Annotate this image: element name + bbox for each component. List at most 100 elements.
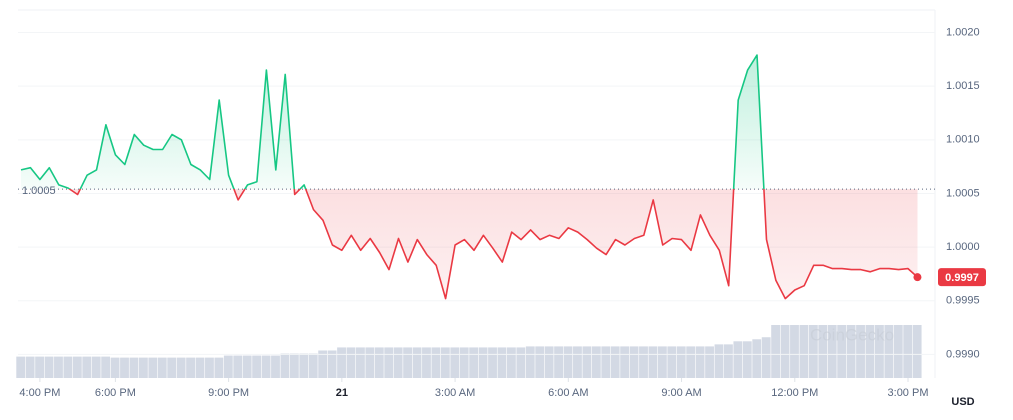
volume-bar <box>818 325 828 378</box>
volume-bar <box>799 325 809 378</box>
volume-bar <box>695 346 705 378</box>
volume-bar <box>837 325 847 378</box>
volume-bar <box>16 356 26 378</box>
volume-bar <box>639 346 648 378</box>
volume-bar <box>610 346 620 378</box>
volume-bar <box>422 347 431 378</box>
y-tick-label: 1.0015 <box>946 80 980 92</box>
watermark: CoinGecko <box>810 325 894 344</box>
volume-bar <box>714 344 724 378</box>
volume-bar <box>544 346 554 378</box>
volume-bar <box>771 325 781 378</box>
currency-label: USD <box>951 396 974 408</box>
y-tick-label: 1.0010 <box>946 134 980 146</box>
price-badge-label: 0.9997 <box>945 272 979 284</box>
volume-bar <box>903 325 913 378</box>
x-tick-label: 3:00 PM <box>888 387 929 399</box>
volume-bar <box>686 346 696 378</box>
y-tick-label: 0.9990 <box>946 348 980 360</box>
volume-bar <box>676 346 686 378</box>
volume-bar <box>72 356 82 378</box>
baseline-label: 1.0005 <box>22 185 56 197</box>
volume-bar <box>384 347 394 378</box>
volume-bar <box>138 357 148 378</box>
volume-bar <box>648 346 658 378</box>
volume-bar <box>393 347 403 378</box>
volume-bar <box>591 346 601 378</box>
volume-bar <box>242 355 252 378</box>
volume-bar <box>629 346 639 378</box>
volume-bar <box>91 356 101 378</box>
volume-bar <box>459 347 469 378</box>
volume-bar <box>893 325 903 378</box>
x-tick-label: 4:00 PM <box>19 387 60 399</box>
price-badge <box>938 268 986 287</box>
volume-bar <box>742 341 752 378</box>
volume-bar <box>101 356 111 378</box>
volume-bar <box>261 355 271 378</box>
volume-bar <box>582 346 592 378</box>
volume-bar <box>129 357 139 378</box>
volume-bar <box>157 357 167 378</box>
volume-bar <box>403 347 413 378</box>
volume-bar <box>780 325 790 378</box>
volume-bar <box>308 353 318 378</box>
volume-bar <box>478 347 488 378</box>
volume-bar <box>525 346 535 378</box>
volume-bar <box>431 347 441 378</box>
volume-bar <box>214 357 224 378</box>
volume-bar <box>657 346 667 378</box>
area <box>21 55 918 299</box>
volume-bar <box>620 346 630 378</box>
volume-bar <box>469 347 479 378</box>
volume-bar <box>790 325 799 378</box>
volume-bar <box>488 347 497 378</box>
volume-bar <box>252 355 262 378</box>
volume-bar <box>846 325 856 378</box>
volume-bar <box>186 357 195 378</box>
volume-bar <box>44 356 54 378</box>
volume-bar <box>440 347 450 378</box>
volume-bar <box>82 356 92 378</box>
volume-bar <box>318 350 328 378</box>
volume-bar <box>705 346 714 378</box>
volume-bar <box>884 325 894 378</box>
volume-bar <box>327 350 337 378</box>
volume-bar <box>176 357 186 378</box>
volume-bar <box>554 346 563 378</box>
volume-bar <box>563 346 573 378</box>
volume-bar <box>412 347 422 378</box>
volume-bar <box>54 356 63 378</box>
volume-bar <box>205 357 214 378</box>
volume-bar <box>63 356 73 378</box>
volume-bar <box>497 347 507 378</box>
volume-bar <box>808 325 818 378</box>
volume-bar <box>356 347 365 378</box>
volume-bar <box>752 339 762 378</box>
y-tick-label: 1.0020 <box>946 26 980 38</box>
volume-bar <box>271 355 280 378</box>
volume-bar <box>148 357 158 378</box>
x-tick-label: 9:00 PM <box>208 387 249 399</box>
x-tick-label: 6:00 AM <box>548 387 588 399</box>
volume-bar <box>374 347 384 378</box>
volume-bar <box>516 347 526 378</box>
volume-bar <box>337 347 346 378</box>
volume-bar <box>573 346 582 378</box>
volume-bar <box>110 357 120 378</box>
current-dot <box>913 273 922 282</box>
volume-bar <box>827 325 837 378</box>
volume-bar <box>35 356 45 378</box>
y-tick-label: 1.0005 <box>946 187 980 199</box>
volume-bar <box>865 325 875 378</box>
price-line <box>20 54 919 300</box>
x-tick-label: 3:00 AM <box>435 387 475 399</box>
volume-bar <box>856 325 865 378</box>
volume-bar <box>167 357 177 378</box>
volume-bar <box>506 347 516 378</box>
volume-bar <box>299 353 309 378</box>
volume-bar <box>601 346 611 378</box>
volume-bar <box>280 353 290 378</box>
y-tick-label: 0.9995 <box>946 295 980 307</box>
